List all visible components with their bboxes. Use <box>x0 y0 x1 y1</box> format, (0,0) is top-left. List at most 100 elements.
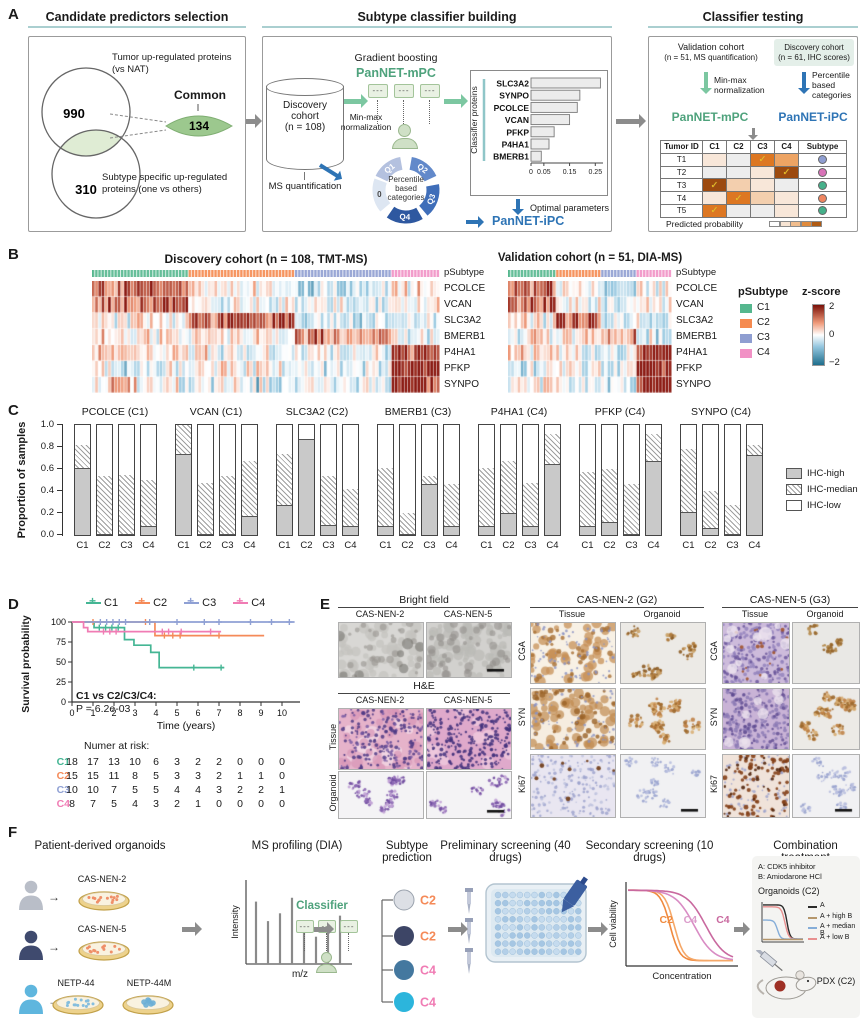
svg-text:4: 4 <box>153 708 158 718</box>
legend-label: C1 <box>757 302 770 313</box>
axis-tick <box>57 534 62 536</box>
risk-value: 0 <box>258 756 264 768</box>
ihc-legend-label: IHC-median <box>807 484 858 495</box>
panel-c-axis <box>62 424 64 536</box>
ihc-high-segment <box>277 505 292 535</box>
axis-tick <box>57 512 62 514</box>
ihc-high-segment <box>602 521 617 535</box>
axis-tick <box>57 446 62 448</box>
subtype-dot <box>818 155 827 165</box>
tumor-id: T4 <box>660 191 703 205</box>
bar-xlabel: C1 <box>379 540 392 551</box>
ihc-chart-title: VCAN (C1) <box>189 406 243 418</box>
axis-tick-label: 0.4 <box>40 485 54 496</box>
petri-dish-icon <box>78 891 130 911</box>
row-label-ki67: Ki67 <box>709 775 719 794</box>
stage-title-4: Preliminary screening (40 drugs) <box>440 840 571 864</box>
panel-a-mid-title: Subtype classifier building <box>262 10 612 28</box>
row-label-tissue: Tissue <box>328 723 338 751</box>
brightfield-image <box>426 622 512 678</box>
bar-xlabel: C4 <box>546 540 559 551</box>
classifier-label: Classifier <box>296 900 348 912</box>
person-icon <box>19 880 43 910</box>
risk-value: 2 <box>258 784 264 796</box>
ki67-tissue-image <box>722 754 790 818</box>
tree-node: --- <box>394 84 414 98</box>
ihc-high-segment <box>545 463 560 535</box>
predicted-probability-label: Predicted probability <box>666 219 744 229</box>
stacked-bar <box>601 424 618 536</box>
bar-xlabel: C4 <box>445 540 458 551</box>
tree-edge <box>304 933 305 951</box>
prob-cell <box>726 152 751 167</box>
ihc-high-segment <box>703 528 718 535</box>
venn-diagram: 990 310 <box>41 67 141 219</box>
svg-text:m/z: m/z <box>292 969 308 980</box>
stacked-bar <box>399 424 416 536</box>
zscore-colorbar <box>812 304 825 366</box>
svg-text:SLC3A2: SLC3A2 <box>496 79 529 89</box>
person-icon <box>321 952 332 963</box>
brightfield-header: Bright field <box>338 594 510 608</box>
ihc-high-segment <box>198 534 213 535</box>
ihc-high-segment <box>646 461 661 535</box>
ihc-median-segment <box>378 467 393 535</box>
legend-swatch <box>740 304 752 313</box>
heatmap-row-label: BMERB1 <box>444 331 486 342</box>
svg-text:C4: C4 <box>716 914 730 926</box>
ihc-median-segment <box>119 474 134 535</box>
bar-xlabel: C4 <box>344 540 357 551</box>
table-header: C2 <box>726 140 751 154</box>
ihc-legend-label: IHC-high <box>807 468 845 479</box>
subtype-cell <box>798 203 847 218</box>
prob-scale-segment <box>769 221 781 227</box>
risk-row-name: C1 <box>56 756 70 768</box>
risk-value: 2 <box>195 756 201 768</box>
ihc-chart-title: SLC3A2 (C2) <box>285 406 349 418</box>
subtype-cell <box>798 178 847 193</box>
cga-organoid-image <box>792 622 860 684</box>
heatmap-row-label: P4HA1 <box>444 347 476 358</box>
minmax-label-right: Min-max normalization <box>714 75 765 96</box>
ihc-median-segment <box>602 469 617 535</box>
risk-value: 13 <box>108 756 120 768</box>
col-label: Organoid <box>806 609 844 619</box>
subtype-prediction-bracket: C2 C2 C4 C4 <box>381 889 436 1012</box>
table-row: T4 ✓ <box>660 191 847 205</box>
svg-text:2: 2 <box>111 708 116 718</box>
prob-cell <box>726 203 751 218</box>
tree-edge <box>326 933 327 951</box>
svg-text:based: based <box>395 184 417 193</box>
bar-xlabel: C3 <box>120 540 133 551</box>
heatmap-row-label: PCOLCE <box>676 283 718 294</box>
importance-bar-chart: Classifier proteins SLC3A2 SYNPO PCOLCE VCAN… <box>471 77 603 176</box>
stacked-bar <box>175 424 192 536</box>
strip-label: pSubtype <box>444 267 485 278</box>
censor-plus-icon: + <box>86 594 101 609</box>
organoids-c2-label: Organoids (C2) <box>758 886 820 896</box>
connector-line <box>304 172 306 180</box>
heatmap-row-label: SYNPO <box>444 379 480 390</box>
risk-value: 3 <box>195 770 201 782</box>
small-arrow-icon: → <box>48 940 60 954</box>
check-icon: ✓ <box>758 154 767 166</box>
heatmap-row-label: P4HA1 <box>676 347 708 358</box>
prob-cell <box>702 165 727 180</box>
zscore-tick: 2 <box>829 301 835 312</box>
axis-tick-label: 0.6 <box>40 463 54 474</box>
prob-cell <box>750 203 775 218</box>
pdx-label: PDX (C2) <box>816 976 856 986</box>
risk-value: 1 <box>237 770 243 782</box>
combo-legend-dash <box>808 927 817 929</box>
syringe-icon <box>755 950 783 972</box>
tree-node: --- <box>420 84 440 98</box>
bar-xlabel: C2 <box>704 540 717 551</box>
ihc-chart-title: PCOLCE (C1) <box>81 406 149 418</box>
arrow-right-icon <box>588 922 608 936</box>
svg-text:SYNPO: SYNPO <box>499 91 529 101</box>
leaf-shape-icon <box>165 115 233 137</box>
heatmap-row-label: VCAN <box>444 299 472 310</box>
psubtype-legend-title: pSubtype <box>738 286 789 298</box>
person-icon <box>19 984 43 1014</box>
tree-edge <box>429 100 430 124</box>
